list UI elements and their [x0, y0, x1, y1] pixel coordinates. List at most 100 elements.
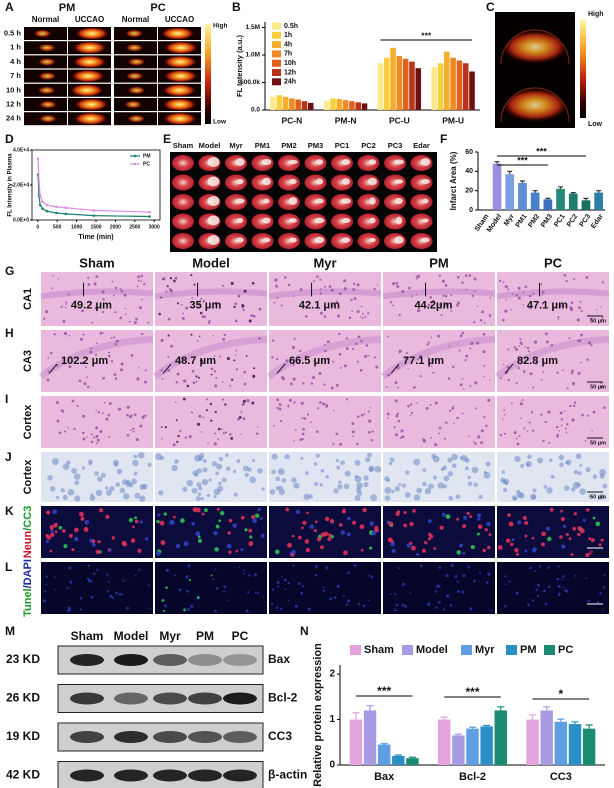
cell: [543, 485, 548, 489]
cell: [192, 507, 198, 513]
measurement: 66.5 μm: [289, 355, 330, 367]
blot-band: [188, 731, 222, 743]
cell: [207, 321, 211, 324]
cell: [374, 465, 382, 473]
cell: [171, 293, 173, 295]
cell: [132, 459, 139, 467]
cell: [549, 458, 553, 463]
cell: [62, 463, 70, 471]
cell: [56, 419, 60, 423]
cell: [88, 579, 92, 583]
cell: [398, 567, 400, 570]
cell: [166, 285, 169, 288]
cell: [356, 442, 359, 446]
cell: [136, 285, 139, 288]
cell: [389, 301, 393, 304]
cell: [198, 486, 203, 491]
cell: [393, 426, 396, 429]
plot-frame: [31, 149, 161, 221]
fl-signal: [127, 57, 146, 66]
cell: [320, 545, 324, 550]
cell: [322, 589, 325, 592]
cell: [530, 411, 534, 414]
x-tick-label: Bax: [374, 771, 395, 783]
cell: [483, 470, 487, 474]
cell: [83, 527, 89, 532]
cell: [47, 371, 50, 373]
cell: [360, 548, 364, 552]
cell: [306, 304, 309, 307]
brain-slice: [384, 174, 406, 191]
cell: [130, 414, 133, 417]
cell: [487, 398, 491, 402]
cell: [352, 287, 356, 291]
row-label: Neun/CC3: [22, 506, 34, 559]
cell: [240, 410, 243, 413]
fl-signal: [74, 98, 109, 111]
cell: [79, 597, 83, 600]
cell: [291, 477, 297, 483]
data-point: [64, 212, 68, 216]
cell: [197, 492, 202, 497]
y-tick-label: 500.0k: [240, 79, 260, 86]
cell: [319, 401, 322, 404]
cell: [131, 478, 137, 485]
bar: [377, 744, 391, 765]
cell: [428, 483, 434, 490]
cell: [502, 318, 505, 322]
blot-band: [188, 654, 222, 666]
cell: [531, 599, 535, 602]
cell: [273, 301, 276, 304]
cell: [600, 382, 603, 385]
infarct: [421, 237, 430, 243]
cell: [503, 487, 508, 493]
cell: [119, 487, 126, 494]
column-label: PM3: [308, 141, 323, 150]
cell: [120, 362, 124, 366]
cell: [148, 607, 151, 610]
cell: [469, 347, 472, 350]
cell: [45, 310, 49, 314]
cell: [409, 414, 412, 417]
cell: [313, 462, 318, 466]
infarct: [207, 235, 220, 245]
cell: [292, 564, 295, 567]
cell: [328, 533, 332, 538]
cell: [200, 431, 203, 433]
cell: [510, 402, 513, 405]
cell: [417, 309, 421, 313]
cell: [270, 602, 274, 606]
cell: [175, 401, 177, 403]
cell: [330, 386, 334, 390]
cell: [280, 607, 283, 611]
cell: [399, 437, 402, 440]
panel-letter: G: [5, 264, 14, 278]
cell: [226, 543, 232, 549]
cell: [361, 313, 364, 315]
brain-slice: [357, 155, 380, 171]
cell: [91, 321, 94, 324]
column-label: Sham: [173, 141, 194, 150]
cell: [535, 362, 538, 365]
cell: [167, 369, 170, 372]
cell: [572, 404, 576, 408]
cell: [477, 513, 482, 518]
cell: [226, 466, 231, 471]
cell: [195, 531, 201, 537]
cell: [444, 284, 448, 287]
legend-label: Myr: [475, 644, 495, 656]
cell: [60, 409, 64, 412]
band-size: 23 KD: [6, 652, 40, 666]
cell: [566, 387, 569, 390]
cell: [545, 526, 550, 531]
measurement: 77.1 μm: [403, 355, 444, 367]
infarct: [261, 158, 272, 166]
cell: [306, 413, 310, 416]
cell: [327, 537, 332, 542]
cell: [504, 413, 506, 416]
cell: [304, 355, 308, 358]
cell: [373, 356, 377, 359]
bar: [392, 755, 405, 765]
cell: [446, 594, 450, 598]
legend-label: 0.5h: [284, 23, 298, 30]
